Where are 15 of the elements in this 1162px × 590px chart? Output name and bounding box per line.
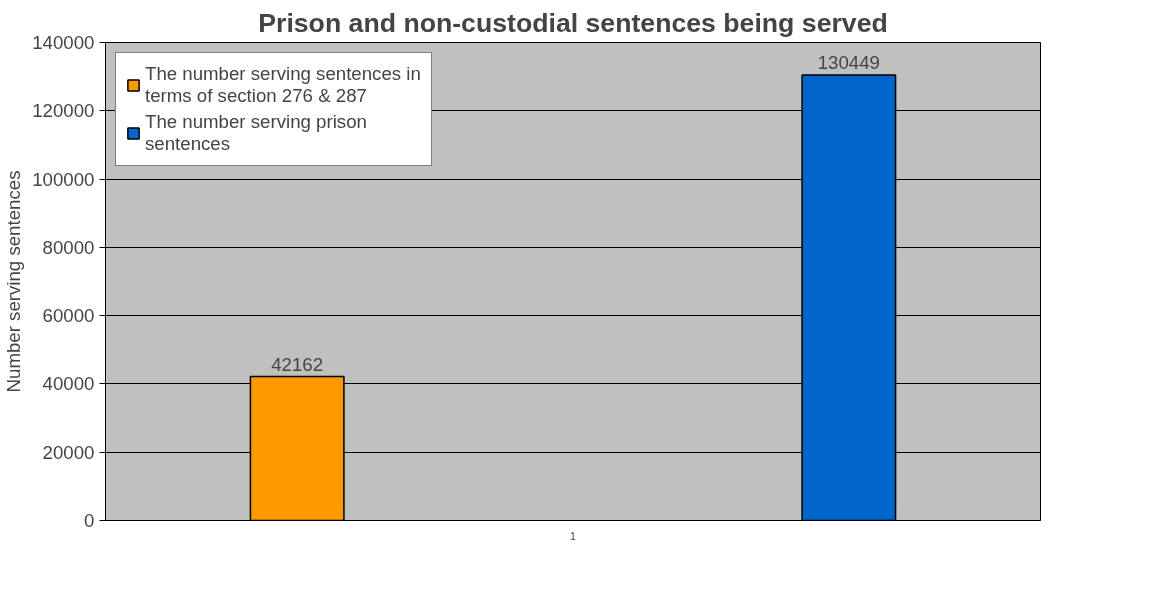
y-tick-label: 80000 (42, 236, 95, 258)
y-tick-label: 140000 (32, 32, 95, 53)
y-tick-label: 40000 (42, 373, 95, 395)
chart-title: Prison and non-custodial sentences being served (258, 7, 888, 38)
legend-label: The number serving prison sentences (145, 111, 367, 155)
y-axis-title: Number serving sentences (3, 170, 25, 393)
legend-label: The number serving sentences in terms of section 276 & 287 (145, 63, 421, 107)
data-label: 130449 (817, 52, 880, 74)
y-tick-label: 120000 (32, 100, 95, 122)
y-tick-label: 60000 (42, 305, 95, 327)
y-tick-label: 0 (84, 510, 95, 531)
x-tick-label: 1 (570, 529, 577, 542)
data-label: 42162 (271, 353, 324, 375)
y-tick-label: 20000 (42, 441, 95, 463)
y-tick-label: 100000 (32, 168, 95, 190)
